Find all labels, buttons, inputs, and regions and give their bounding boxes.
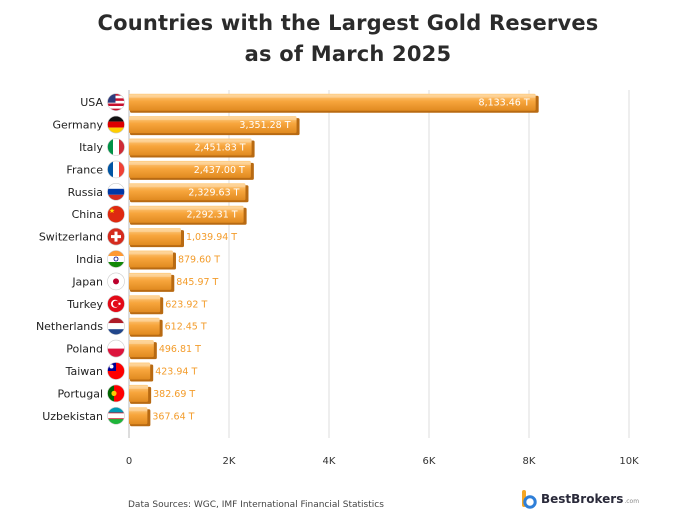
value-label: 496.81 T — [159, 344, 201, 355]
category-label: Switzerland — [39, 231, 103, 244]
bar-germany — [129, 116, 297, 134]
bar-highlight — [129, 184, 246, 188]
fr-flag-icon — [107, 160, 125, 179]
value-label: 423.94 T — [155, 367, 197, 378]
x-tick-label: 4K — [323, 456, 336, 467]
bar-taiwan — [129, 362, 151, 380]
value-label: 879.60 T — [178, 255, 220, 266]
value-label: 612.45 T — [165, 322, 207, 333]
uz-flag-icon — [107, 406, 125, 425]
value-label: 382.69 T — [153, 389, 195, 400]
bar-highlight — [129, 363, 151, 367]
bar-russia — [129, 183, 246, 201]
bar-highlight — [129, 251, 173, 255]
bar-uzbekistan — [129, 407, 148, 425]
bar-japan — [129, 272, 172, 290]
value-label: 2,329.63 T — [188, 187, 239, 198]
de-flag-icon — [107, 115, 125, 134]
value-label: 8,133.46 T — [479, 98, 530, 109]
svg-text:★: ★ — [109, 207, 115, 215]
value-label: 2,292.31 T — [186, 210, 237, 221]
bar-china — [129, 205, 244, 223]
us-flag-icon — [107, 93, 125, 111]
bar-highlight — [129, 296, 161, 300]
category-label: Uzbekistan — [42, 410, 103, 423]
x-tick-label: 8K — [523, 456, 536, 467]
value-label: 2,437.00 T — [194, 165, 245, 176]
category-label: Japan — [71, 275, 103, 288]
value-label: 845.97 T — [176, 277, 218, 288]
category-label: Russia — [68, 186, 103, 199]
category-label: USA — [80, 96, 103, 109]
bar-usa — [129, 93, 536, 111]
chart-title-line-2: as of March 2025 — [244, 42, 452, 66]
brand-logo[interactable]: BestBrokers .com — [521, 489, 639, 509]
ru-flag-icon — [107, 183, 125, 201]
category-label: Germany — [52, 119, 103, 132]
category-label: Taiwan — [65, 365, 103, 378]
x-tick-label: 0 — [126, 456, 132, 467]
bar-netherlands — [129, 317, 160, 335]
category-label: Portugal — [57, 387, 103, 400]
brand-name: BestBrokers — [541, 492, 624, 506]
bar-highlight — [129, 341, 154, 345]
bestbrokers-logo-icon — [522, 490, 537, 509]
bar-italy — [129, 138, 252, 156]
category-label: Italy — [79, 141, 103, 154]
bar-highlight — [129, 139, 252, 143]
bar-highlight — [129, 117, 297, 121]
flags: ★ — [107, 93, 125, 425]
bar-highlight — [129, 273, 172, 277]
bar-portugal — [129, 384, 149, 402]
bar-switzerland — [129, 228, 181, 246]
chart-title: Countries with the Largest Gold Reserves… — [0, 8, 696, 70]
value-label: 2,451.83 T — [194, 143, 245, 154]
it-flag-icon — [107, 138, 125, 156]
bar-highlight — [129, 385, 149, 389]
x-tick-label: 10K — [619, 456, 639, 467]
bar-highlight — [129, 206, 244, 210]
value-label: 623.92 T — [165, 299, 207, 310]
ch-flag-icon — [107, 227, 125, 246]
nl-flag-icon — [107, 317, 125, 336]
x-tick-label: 2K — [223, 456, 236, 467]
category-label: India — [76, 253, 103, 266]
bar-chart: 8,133.46 T 3,351.28 T 2,451.83 T 2,437.00 T… — [36, 90, 639, 467]
tr-flag-icon — [107, 294, 125, 313]
jp-flag-icon — [107, 272, 125, 291]
chart-title-line-1: Countries with the Largest Gold Reserves — [97, 11, 599, 35]
bar-highlight — [129, 408, 148, 412]
value-label: 3,351.28 T — [239, 120, 290, 131]
bar-india — [129, 250, 173, 268]
bar-poland — [129, 340, 154, 358]
bar-highlight — [129, 229, 181, 233]
value-label: 1,039.94 T — [186, 232, 237, 243]
brand-suffix: .com — [624, 497, 640, 505]
cn-flag-icon: ★ — [107, 205, 125, 223]
category-label: Netherlands — [36, 320, 103, 333]
tw-flag-icon — [107, 362, 125, 380]
category-label: Poland — [66, 343, 103, 356]
pl-flag-icon — [107, 339, 125, 358]
category-label: China — [72, 208, 103, 221]
category-label: France — [66, 163, 103, 176]
bars: 8,133.46 T 3,351.28 T 2,451.83 T 2,437.00 T… — [129, 93, 539, 427]
bar-france — [129, 160, 251, 178]
in-flag-icon — [107, 250, 125, 268]
bar-turkey — [129, 295, 161, 313]
bar-highlight — [129, 318, 160, 322]
pt-flag-icon — [107, 384, 125, 403]
bar-highlight — [129, 94, 536, 98]
x-axis-ticks: 0 2K 4K 6K 8K 10K — [126, 456, 639, 467]
category-label: Turkey — [66, 298, 103, 311]
bar-highlight — [129, 161, 251, 165]
x-tick-label: 6K — [423, 456, 436, 467]
value-label: 367.64 T — [152, 411, 194, 422]
data-source-note: Data Sources: WGC, IMF International Fin… — [128, 500, 384, 510]
category-labels: USA Germany Italy France Russia China Switzerl… — [36, 96, 104, 423]
